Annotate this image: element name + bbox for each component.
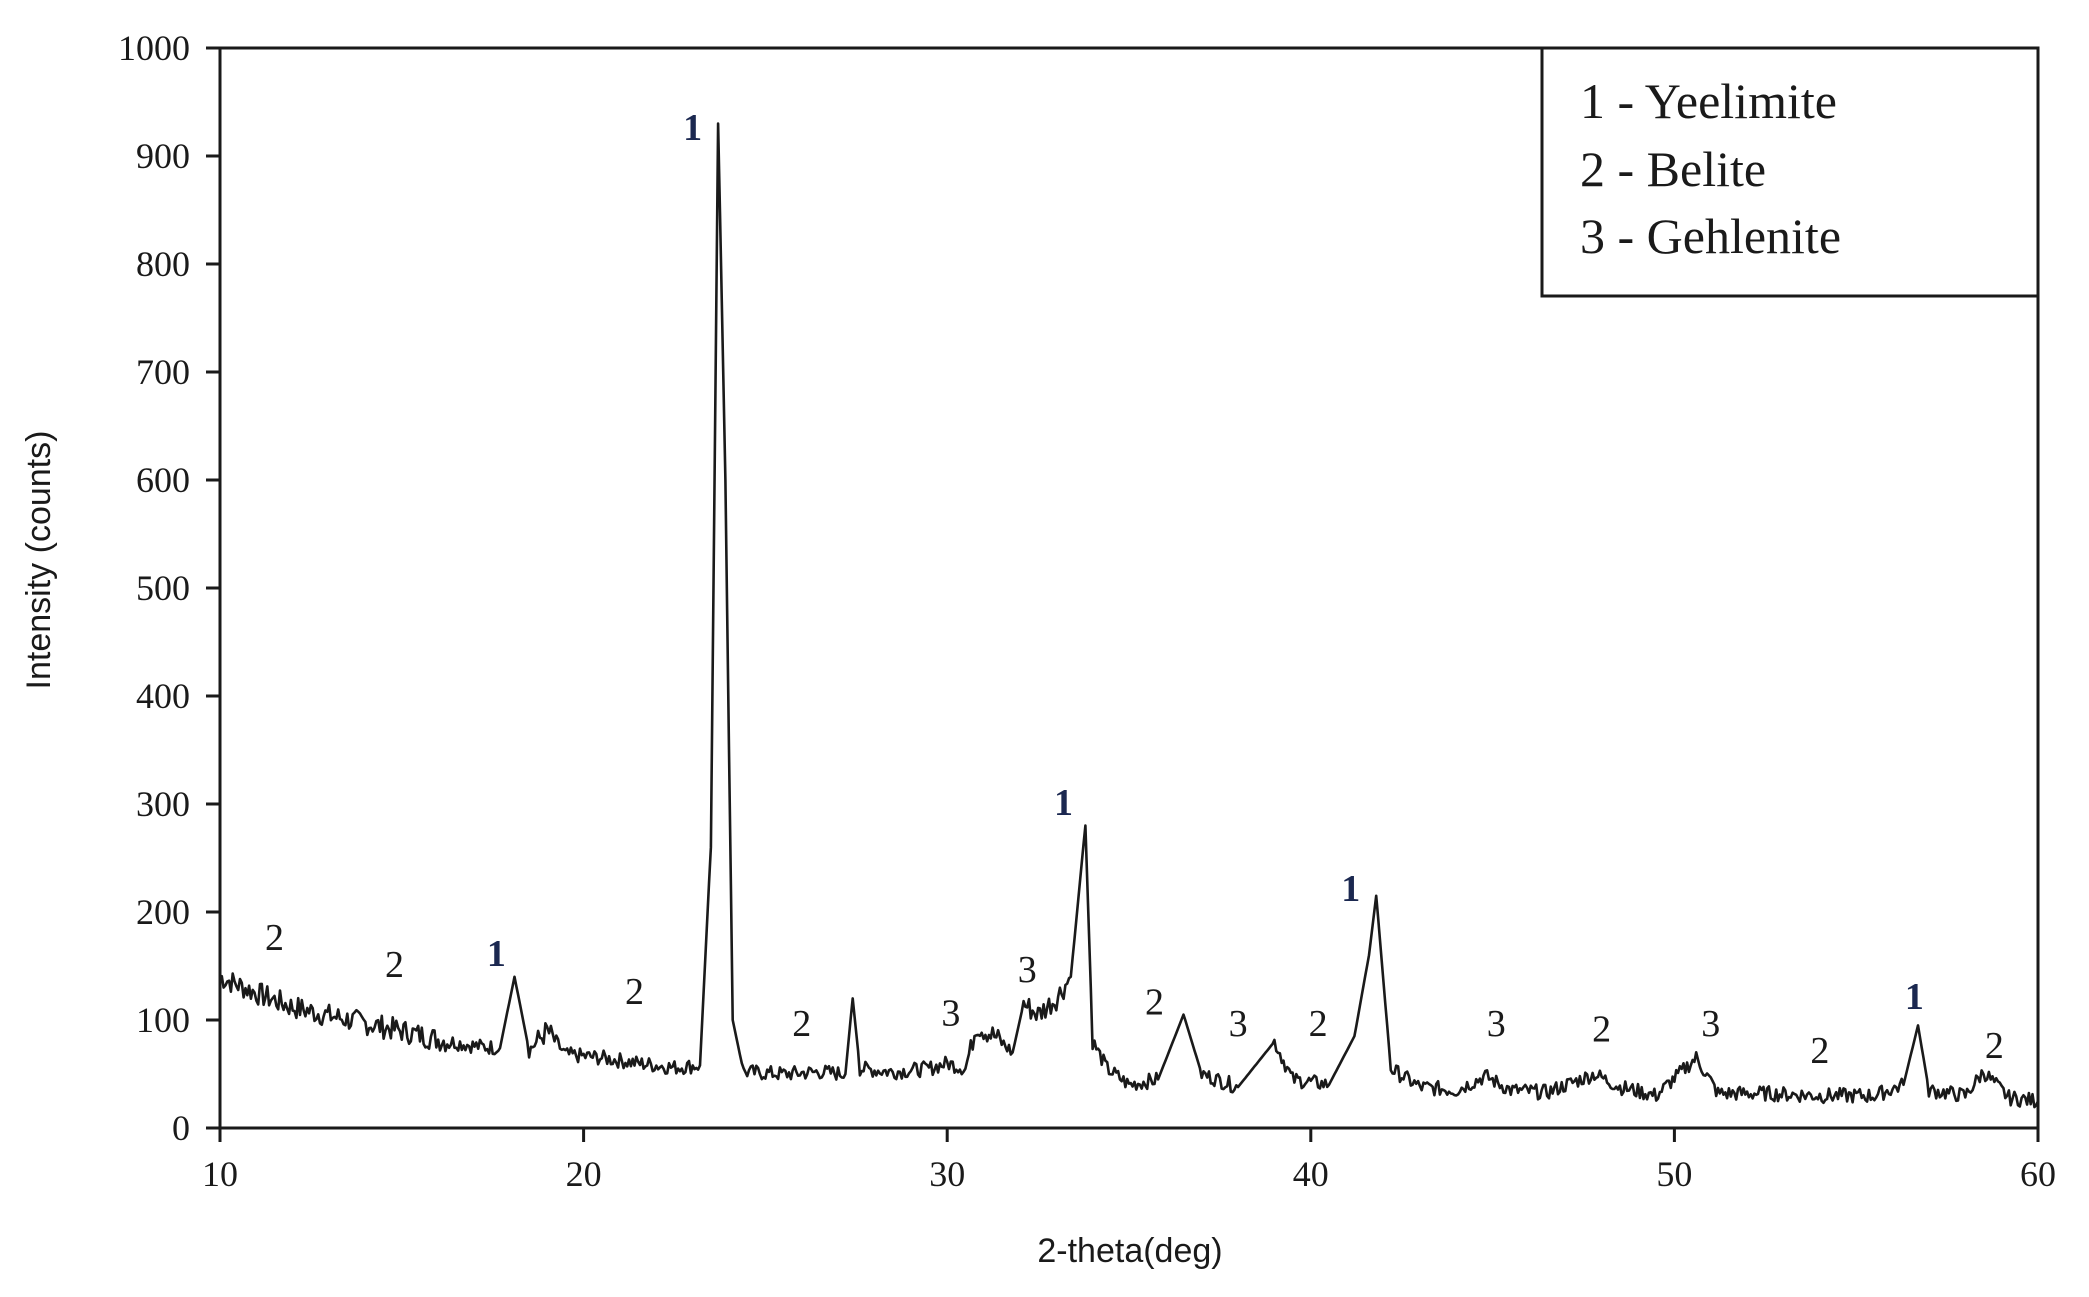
peak-label: 3 bbox=[1701, 1003, 1720, 1045]
x-tick-label: 30 bbox=[929, 1154, 965, 1194]
peak-label: 3 bbox=[1018, 949, 1037, 991]
peak-label: 2 bbox=[792, 1003, 811, 1045]
diffraction-pattern-line bbox=[219, 122, 2040, 1109]
peak-label: 2 bbox=[1810, 1030, 1829, 1072]
x-axis-title: 2-theta(deg) bbox=[1037, 1232, 1222, 1270]
legend-entry-gehlenite: 3 - Gehlenite bbox=[1580, 208, 1841, 264]
x-tick-label: 50 bbox=[1656, 1154, 1692, 1194]
legend-entry-yeelimite: 1 - Yeelimite bbox=[1580, 73, 1837, 129]
peak-annotations: 2 2 1 2 1 2 3 3 1 2 3 2 1 3 2 3 2 1 2 bbox=[265, 107, 2004, 1072]
peak-label: 3 bbox=[1229, 1003, 1248, 1045]
legend: 1 - Yeelimite 2 - Belite 3 - Gehlenite bbox=[1540, 46, 2040, 298]
peak-label: 2 bbox=[1145, 982, 1164, 1024]
x-tick-label: 10 bbox=[202, 1154, 238, 1194]
peak-label: 2 bbox=[265, 917, 284, 959]
y-tick-label: 0 bbox=[172, 1108, 190, 1148]
y-tick-label: 300 bbox=[136, 784, 190, 824]
y-tick-label: 700 bbox=[136, 352, 190, 392]
y-tick-label: 400 bbox=[136, 676, 190, 716]
peak-label: 3 bbox=[941, 992, 960, 1034]
peak-label: 1 bbox=[1341, 868, 1360, 910]
series-layer bbox=[219, 122, 2040, 1109]
y-tick-label: 500 bbox=[136, 568, 190, 608]
y-tick-label: 100 bbox=[136, 1000, 190, 1040]
y-axis-title: Intensity (counts) bbox=[20, 431, 58, 690]
y-tick-label: 1000 bbox=[118, 28, 190, 68]
peak-label: 2 bbox=[1309, 1003, 1328, 1045]
y-tick-label: 800 bbox=[136, 244, 190, 284]
y-tick-label: 200 bbox=[136, 892, 190, 932]
x-tick-label: 20 bbox=[566, 1154, 602, 1194]
peak-label: 3 bbox=[1487, 1003, 1506, 1045]
y-tick-label: 600 bbox=[136, 460, 190, 500]
x-axis: 10 20 30 40 50 60 bbox=[202, 1128, 2056, 1194]
peak-label: 2 bbox=[625, 971, 644, 1013]
peak-label: 1 bbox=[1905, 976, 1924, 1018]
peak-label: 1 bbox=[1054, 782, 1073, 824]
peak-label: 1 bbox=[487, 933, 506, 975]
peak-label: 2 bbox=[1592, 1009, 1611, 1051]
peak-label: 2 bbox=[1985, 1025, 2004, 1067]
legend-box bbox=[1540, 46, 2040, 298]
peak-label: 1 bbox=[683, 107, 702, 149]
y-tick-label: 900 bbox=[136, 136, 190, 176]
y-axis: 0 100 200 300 400 500 600 700 800 900 1000 bbox=[118, 28, 220, 1148]
peak-label: 2 bbox=[385, 944, 404, 986]
x-tick-label: 60 bbox=[2020, 1154, 2056, 1194]
x-tick-label: 40 bbox=[1293, 1154, 1329, 1194]
legend-entry-belite: 2 - Belite bbox=[1580, 141, 1766, 197]
